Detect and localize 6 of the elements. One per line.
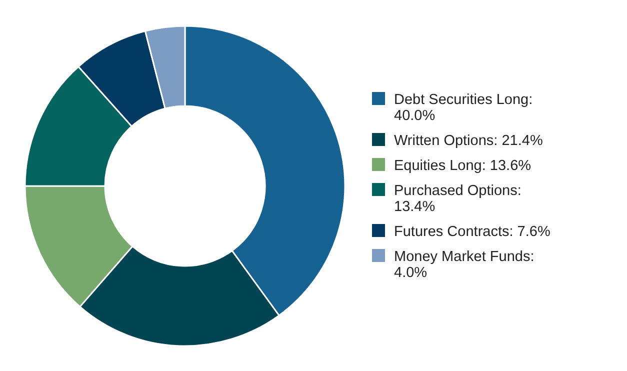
legend-label: Money Market Funds: 4.0% [394,249,534,281]
legend-label: Purchased Options: 13.4% [394,183,522,215]
legend-label: Debt Securities Long: 40.0% [394,92,533,124]
legend-label: Written Options: 21.4% [394,133,543,149]
legend-label: Equities Long: 13.6% [394,158,532,174]
legend-label: Futures Contracts: 7.6% [394,224,550,240]
